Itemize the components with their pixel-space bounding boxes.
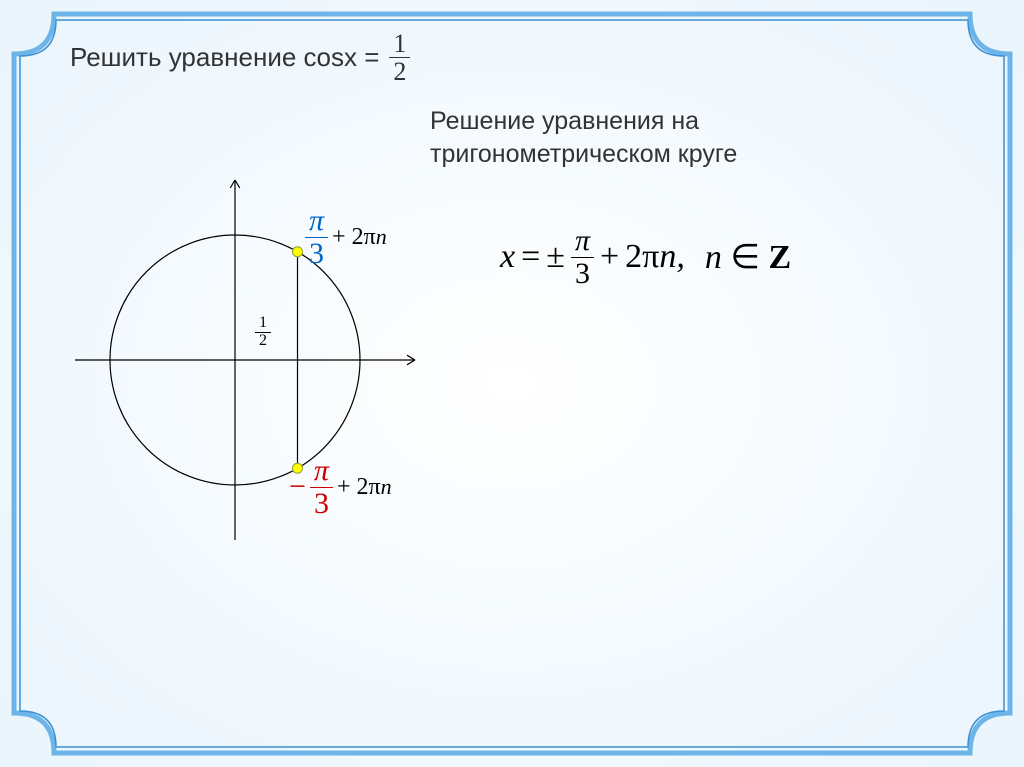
top-frac-num: π [305,205,328,238]
top-suffix: + 2πn [332,224,387,251]
slide-root: Решить уравнение cosx = 1 2 Решение урав… [0,0,1024,767]
solution-pm: ± [546,238,565,276]
title-frac-den: 2 [389,58,410,85]
problem-title: Решить уравнение cosx = 1 2 [70,30,410,86]
half-num: 1 [255,315,271,333]
title-fraction: 1 2 [389,30,410,86]
top-pi-over-3: π 3 [305,205,328,269]
bottom-pi-over-3: π 3 [310,455,333,519]
solution-plus: + [600,238,619,276]
solution-frac-den: 3 [571,258,594,290]
solution-fraction: π 3 [571,225,594,289]
top-frac-den: 3 [305,238,328,270]
solution-frac-num: π [571,225,594,258]
solution-eq-sign: = [521,238,540,276]
bottom-frac-num: π [310,455,333,488]
bottom-minus: − [289,470,306,504]
subtitle-line-2: тригонометрическом круге [430,138,737,171]
top-point-label: π 3 + 2πn [305,205,387,269]
title-text: Решить уравнение cosx = [70,42,379,73]
slide-content: Решить уравнение cosx = 1 2 Решение урав… [0,0,1024,767]
solution-member: n ∈ Z [705,237,791,277]
bottom-suffix: + 2πn [337,474,392,501]
unit-circle-diagram: π 3 + 2πn − π 3 + 2πn 1 2 [45,165,425,555]
bottom-point-label: − π 3 + 2πn [289,455,392,519]
solution-2pi: 2πn, [625,238,685,276]
solution-x: x [500,238,515,276]
half-label: 1 2 [255,315,271,350]
bottom-frac-den: 3 [310,488,333,520]
subtitle-line-1: Решение уравнения на [430,105,737,138]
title-frac-num: 1 [389,30,410,58]
solution-equation: x = ± π 3 + 2πn, n ∈ Z [500,225,791,289]
subtitle: Решение уравнения на тригонометрическом … [430,105,737,170]
half-den: 2 [255,333,271,350]
